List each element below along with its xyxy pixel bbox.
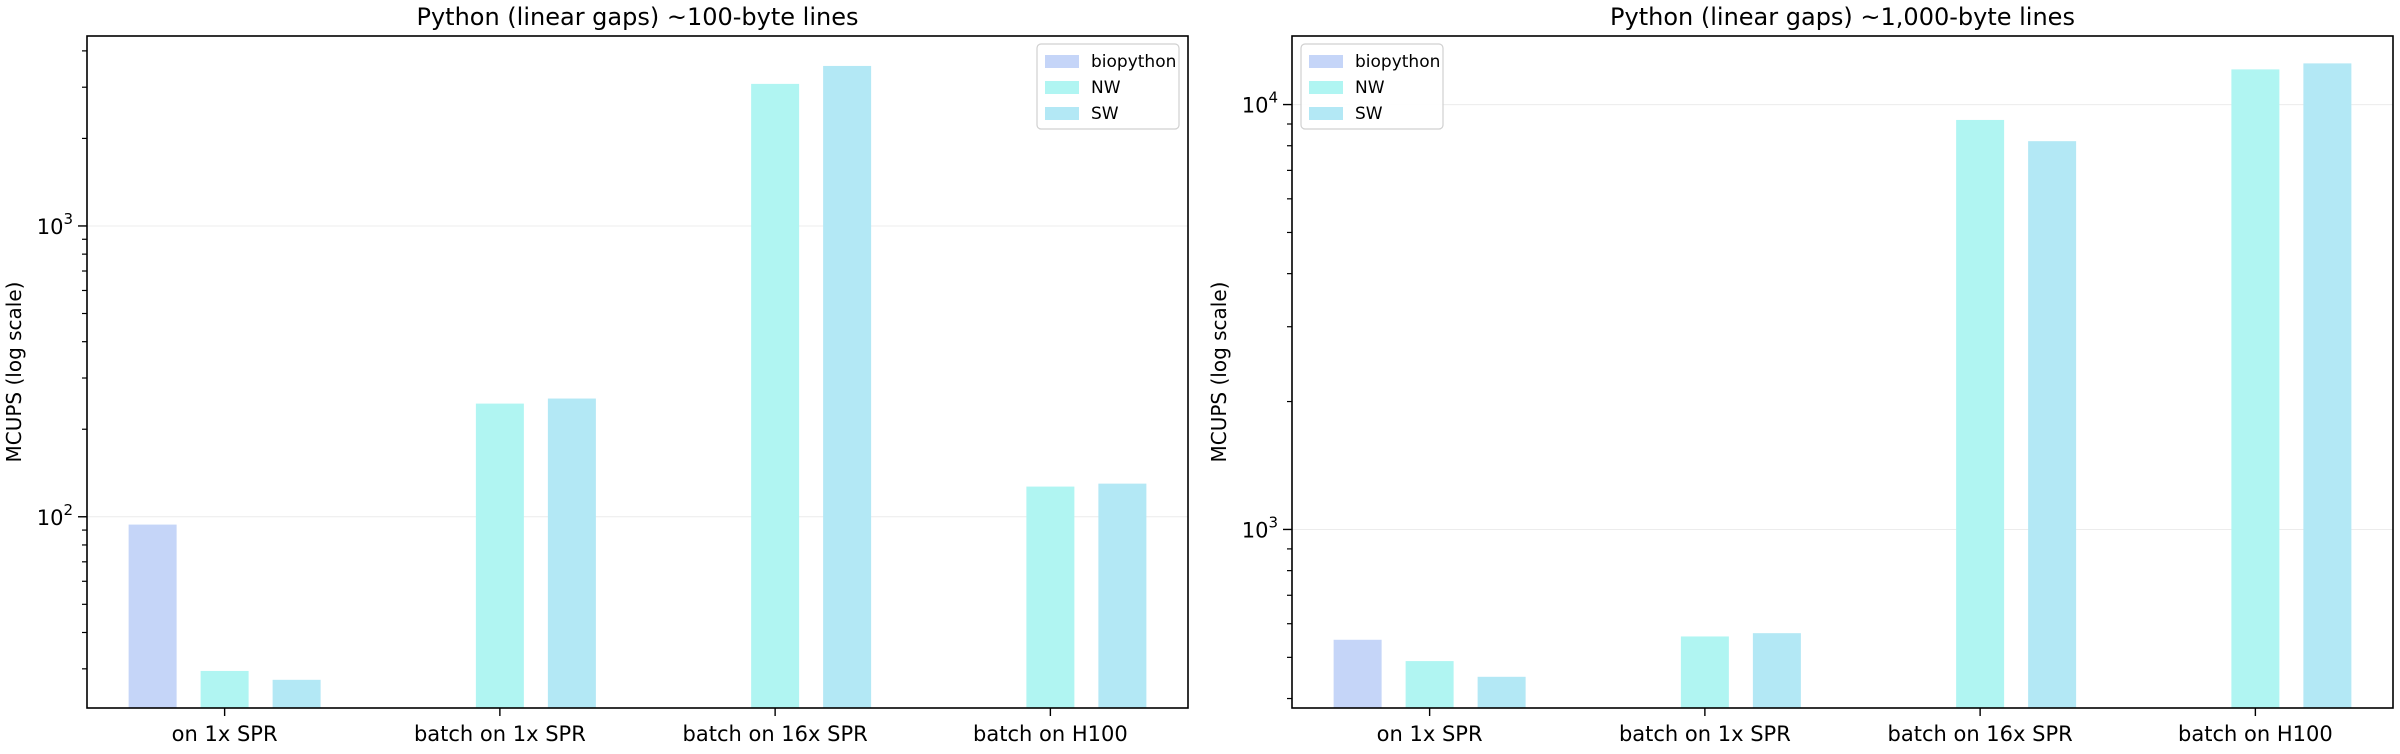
bar-nw-4 (1026, 486, 1075, 708)
legend-swatch-biopython (1309, 55, 1343, 68)
bar-nw-1 (200, 670, 249, 708)
x-tick-label-4: batch on H100 (2178, 722, 2333, 746)
bar-nw-2 (475, 403, 524, 708)
legend-label-nw: NW (1091, 78, 1121, 98)
bar-sw-1 (1477, 676, 1526, 708)
x-tick-label-2: batch on 1x SPR (414, 722, 586, 746)
y-tick-exponent: 2 (63, 501, 73, 519)
bar-nw-2 (1680, 636, 1729, 708)
bar-sw-2 (1752, 633, 1801, 708)
bar-sw-4 (1098, 483, 1147, 708)
legend-label-nw: NW (1355, 78, 1385, 98)
legend-swatch-nw (1309, 81, 1343, 94)
y-tick-exponent: 3 (1268, 513, 1278, 531)
y-tick-exponent: 3 (63, 210, 73, 228)
bar-nw-3 (1956, 119, 2005, 709)
x-tick-label-3: batch on 16x SPR (1888, 722, 2073, 746)
bar-sw-2 (547, 398, 596, 708)
bar-biopython-1 (128, 524, 177, 708)
bar-sw-1 (272, 679, 321, 708)
y-axis-label: MCUPS (log scale) (2, 282, 26, 463)
legend-swatch-biopython (1045, 55, 1079, 68)
chart-panel-1: 102 103 on 1x SPR batch on 1x SPR batch on 1… (2, 3, 1189, 746)
y-tick-label-0: 102 (37, 501, 73, 530)
y-axis-label: MCUPS (log scale) (1207, 282, 1231, 463)
y-tick-label-1: 104 (1242, 89, 1278, 118)
legend-swatch-sw (1045, 107, 1079, 120)
bar-sw-3 (2028, 141, 2077, 709)
bar-biopython-1 (1333, 639, 1382, 708)
legend-label-biopython: biopython (1355, 52, 1440, 72)
x-tick-label-1: on 1x SPR (1377, 722, 1483, 746)
legend-label-sw: SW (1355, 104, 1383, 124)
bar-nw-4 (2231, 69, 2280, 708)
y-tick-label-0: 103 (1242, 513, 1278, 542)
y-tick-label-1: 103 (37, 210, 73, 239)
chart-panel-2: 103 104 on 1x SPR batch on 1x SPR batch on 1… (1207, 3, 2394, 746)
axes-frame (1291, 35, 2394, 709)
x-tick-label-2: batch on 1x SPR (1619, 722, 1791, 746)
bar-nw-1 (1405, 661, 1454, 708)
x-tick-label-1: on 1x SPR (172, 722, 278, 746)
legend: biopython NW SW (1300, 43, 1444, 130)
bar-sw-3 (823, 65, 872, 708)
chart-title: Python (linear gaps) ~1,000-byte lines (1610, 3, 2075, 31)
bar-nw-3 (751, 83, 800, 708)
legend-swatch-nw (1045, 81, 1079, 94)
legend: biopython NW SW (1036, 43, 1180, 130)
x-tick-label-4: batch on H100 (973, 722, 1128, 746)
x-tick-label-3: batch on 16x SPR (683, 722, 868, 746)
legend-swatch-sw (1309, 107, 1343, 120)
chart-title: Python (linear gaps) ~100-byte lines (416, 3, 858, 31)
legend-label-sw: SW (1091, 104, 1119, 124)
axes-frame (86, 35, 1189, 709)
legend-label-biopython: biopython (1091, 52, 1176, 72)
y-tick-exponent: 4 (1268, 89, 1278, 107)
bar-sw-4 (2303, 63, 2352, 709)
